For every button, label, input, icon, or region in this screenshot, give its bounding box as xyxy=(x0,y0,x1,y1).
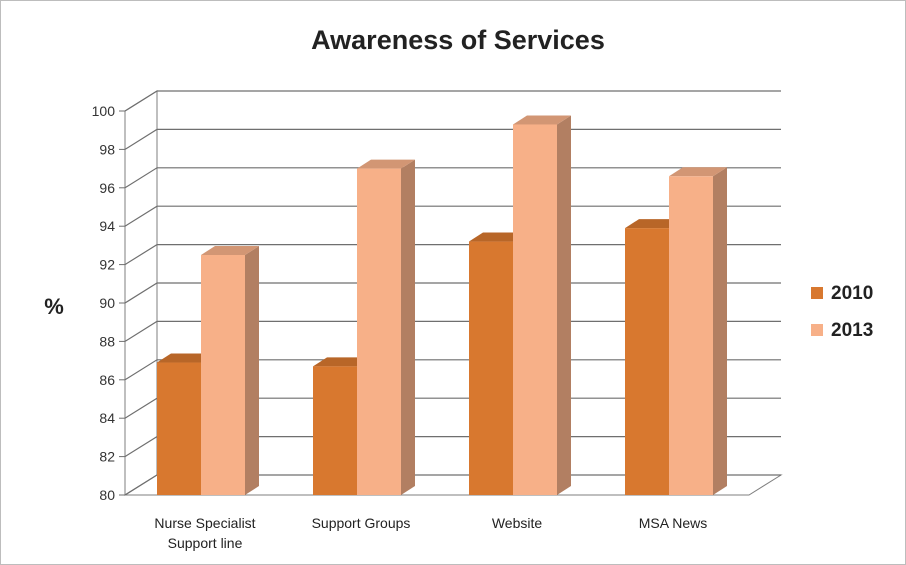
legend-swatch-2013 xyxy=(811,324,823,336)
y-tick-label: 92 xyxy=(99,257,115,273)
y-tick-label: 84 xyxy=(99,410,115,426)
bar-side xyxy=(401,159,415,495)
bar-2013-1 xyxy=(201,255,245,495)
y-tick-label: 96 xyxy=(99,180,115,196)
legend-swatch-2010 xyxy=(811,287,823,299)
y-axis-label: % xyxy=(44,294,64,319)
bar-2010-4 xyxy=(625,228,669,495)
bar-2010-1 xyxy=(157,362,201,495)
y-tick-label: 86 xyxy=(99,372,115,388)
chart-title: Awareness of Services xyxy=(311,25,605,55)
bar-side xyxy=(557,115,571,495)
x-category-label: Support Groups xyxy=(312,515,411,531)
chart-gridlines xyxy=(119,90,781,496)
gridline xyxy=(124,128,781,150)
x-category-label: Website xyxy=(492,515,543,531)
bar-top xyxy=(469,232,527,242)
bar-side xyxy=(713,167,727,495)
chart-legend: 2010 2013 xyxy=(811,283,873,341)
y-tick-label: 80 xyxy=(99,487,115,503)
bar-2013-4 xyxy=(669,176,713,495)
y-tick-label: 90 xyxy=(99,295,115,311)
legend-label: 2013 xyxy=(831,320,873,341)
bar-2010-2 xyxy=(313,366,357,495)
bar-top xyxy=(357,159,415,169)
gridline xyxy=(124,359,781,381)
y-tick-label: 94 xyxy=(99,218,115,234)
bar-top xyxy=(625,219,683,229)
gridline xyxy=(124,320,781,342)
y-tick-label: 98 xyxy=(99,141,115,157)
legend-label: 2010 xyxy=(831,283,873,304)
x-axis-categories: Nurse Specialist Support line Support Grou… xyxy=(154,515,707,551)
x-category-label: Support line xyxy=(168,535,243,551)
y-tick-label: 82 xyxy=(99,449,115,465)
gridline xyxy=(124,244,781,266)
bar-side xyxy=(245,246,259,495)
bar-2013-3 xyxy=(513,124,557,495)
bar-top xyxy=(313,357,371,367)
bar-top xyxy=(157,353,215,363)
bar-top xyxy=(201,246,259,255)
x-category-label: Nurse Specialist xyxy=(154,515,255,531)
bar-2010-3 xyxy=(469,241,513,495)
chart-bars xyxy=(157,115,727,495)
bar-2013-2 xyxy=(357,168,401,495)
gridline xyxy=(124,167,781,189)
gridline xyxy=(124,282,781,304)
x-category-label: MSA News xyxy=(639,515,707,531)
bar-top xyxy=(513,115,571,125)
y-tick-label: 100 xyxy=(92,103,116,119)
bar-top xyxy=(669,167,727,177)
y-axis-ticks: 80 82 84 86 88 90 92 94 96 98 100 xyxy=(92,103,116,503)
gridline xyxy=(124,90,781,112)
gridline xyxy=(124,205,781,227)
y-tick-label: 88 xyxy=(99,333,115,349)
